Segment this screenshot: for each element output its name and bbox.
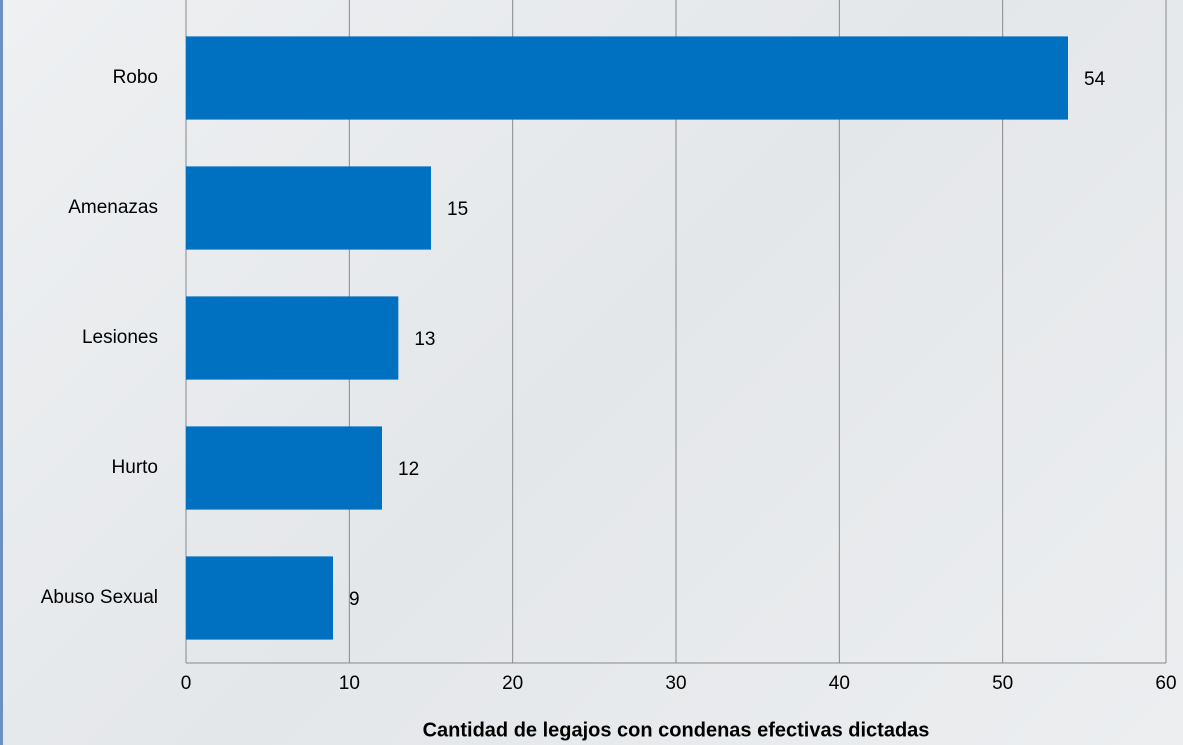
x-tick-label: 20 xyxy=(502,673,523,694)
x-axis-title: Cantidad de legajos con condenas efectiv… xyxy=(423,719,930,741)
x-tick-label: 10 xyxy=(339,673,360,694)
x-tick-label: 30 xyxy=(665,673,686,694)
value-label: 9 xyxy=(349,589,360,610)
y-tick-label: Amenazas xyxy=(68,197,158,218)
value-label: 54 xyxy=(1084,69,1106,90)
value-label: 12 xyxy=(398,459,419,480)
bar xyxy=(186,426,382,510)
bar xyxy=(186,166,431,250)
value-label: 13 xyxy=(414,329,435,350)
y-tick-label: Lesiones xyxy=(82,327,158,348)
y-tick-label: Abuso Sexual xyxy=(41,587,158,608)
bar xyxy=(186,556,333,640)
edge-stripe xyxy=(0,0,3,745)
x-tick-label: 60 xyxy=(1155,673,1176,694)
y-tick-label: Hurto xyxy=(112,457,158,478)
value-label: 15 xyxy=(447,199,468,220)
x-tick-label: 50 xyxy=(992,673,1013,694)
bar xyxy=(186,36,1068,120)
y-tick-label: Robo xyxy=(113,67,158,88)
x-tick-label: 40 xyxy=(829,673,850,694)
x-tick-label: 0 xyxy=(181,673,192,694)
bar xyxy=(186,296,399,380)
